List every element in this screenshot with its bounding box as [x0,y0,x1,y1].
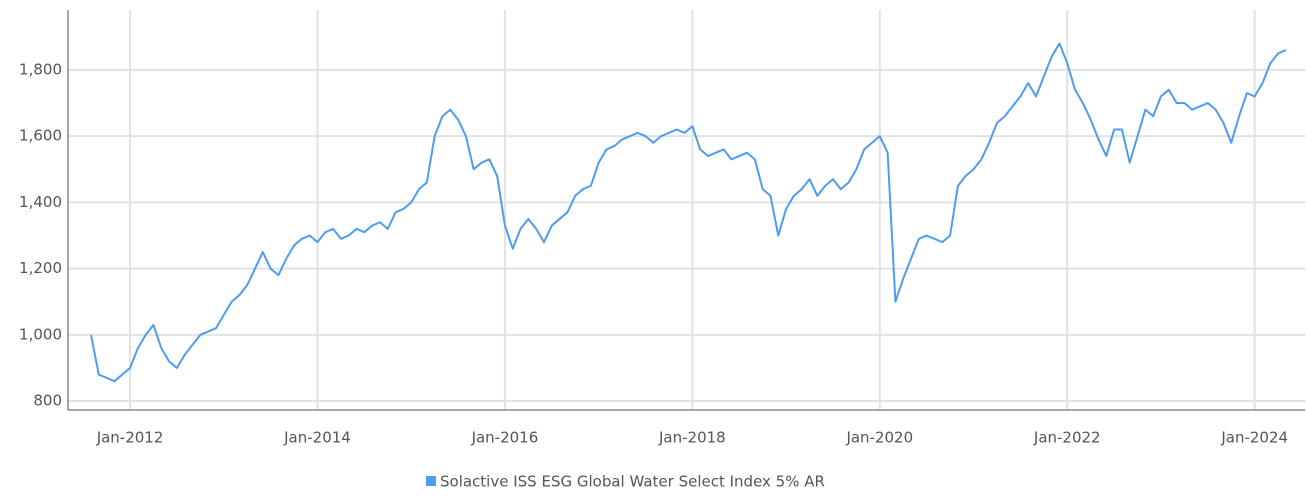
legend-swatch [426,476,436,486]
y-tick-label: 1,600 [19,127,62,145]
x-tick-label: Jan-2016 [471,429,539,447]
x-tick-label: Jan-2012 [96,429,164,447]
y-tick-label: 1,400 [19,193,62,211]
y-tick-label: 1,800 [19,60,62,78]
line [90,42,1287,383]
x-tick-label: Jan-2020 [845,429,913,447]
x-tick-label: Jan-2022 [1033,429,1101,447]
y-tick-label: 800 [33,392,62,410]
y-tick-label: 1,200 [19,259,62,277]
x-tick-label: Jan-2018 [658,429,726,447]
x-tick-label: Jan-2014 [283,429,351,447]
y-tick-label: 1,000 [19,325,62,343]
legend-label: Solactive ISS ESG Global Water Select In… [440,473,825,491]
x-tick-label: Jan-2024 [1220,429,1288,447]
